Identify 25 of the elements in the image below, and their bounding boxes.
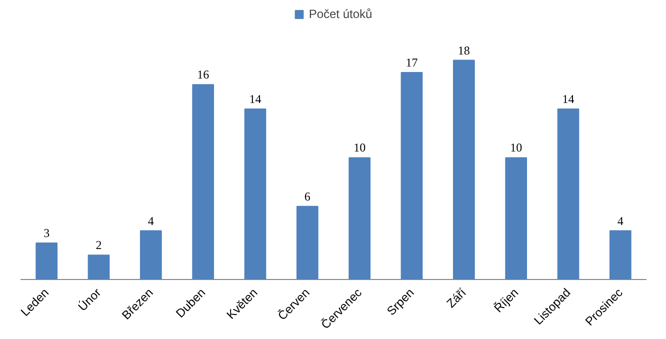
bar: [140, 230, 162, 280]
bar: [452, 60, 475, 280]
bar: [348, 157, 371, 280]
data-label: 16: [197, 68, 210, 82]
data-label: 2: [96, 238, 102, 252]
data-label: 6: [304, 189, 310, 204]
bar: [244, 108, 266, 280]
data-label: 10: [354, 140, 366, 155]
data-label: 17: [406, 55, 418, 70]
bar: [609, 230, 632, 280]
data-label: 18: [458, 43, 470, 58]
data-label: 4: [148, 214, 154, 228]
data-label: 14: [249, 92, 262, 106]
bar: [505, 157, 528, 280]
data-label: 14: [562, 92, 574, 106]
bar: [88, 254, 110, 280]
data-label: 4: [617, 214, 624, 228]
legend-label: Počet útoků: [308, 7, 372, 21]
bar: [36, 242, 58, 280]
bar: [557, 108, 580, 280]
data-label: 10: [510, 140, 522, 155]
bar: [192, 84, 214, 280]
data-label: 3: [44, 226, 50, 240]
bar: [400, 72, 423, 280]
bar: [296, 206, 318, 280]
